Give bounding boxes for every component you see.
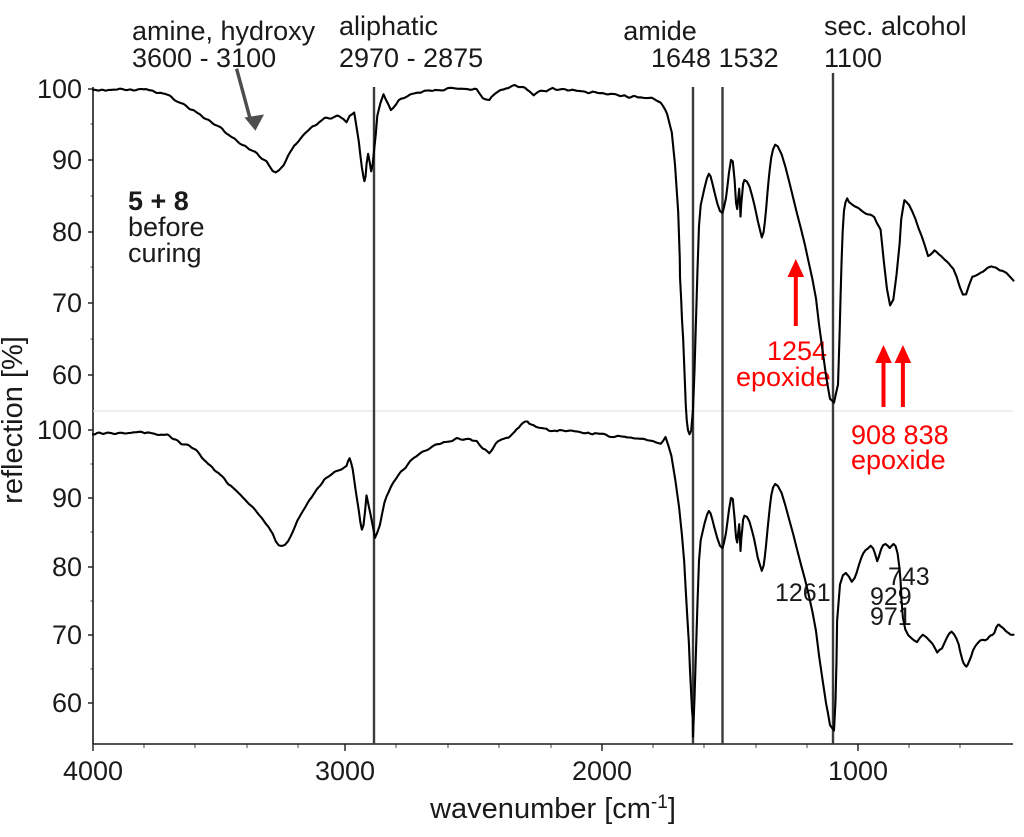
svg-text:epoxide: epoxide [736, 362, 831, 392]
svg-text:1648 1532: 1648 1532 [651, 43, 779, 73]
svg-text:60: 60 [52, 360, 82, 390]
svg-text:90: 90 [52, 145, 82, 175]
svg-text:1261: 1261 [775, 579, 831, 607]
svg-text:aliphatic: aliphatic [339, 11, 438, 41]
svg-text:1000: 1000 [828, 756, 888, 786]
svg-text:wavenumber [cm-1]: wavenumber [cm-1] [429, 792, 676, 826]
svg-text:70: 70 [52, 288, 82, 318]
svg-text:amine, hydroxy: amine, hydroxy [132, 16, 316, 46]
svg-text:epoxide: epoxide [851, 445, 946, 475]
svg-text:100: 100 [37, 74, 82, 104]
svg-text:80: 80 [52, 217, 82, 247]
svg-text:4000: 4000 [63, 756, 123, 786]
svg-text:sec. alcohol: sec. alcohol [824, 11, 967, 41]
svg-text:80: 80 [52, 552, 82, 582]
svg-text:70: 70 [52, 620, 82, 650]
svg-text:3600 - 3100: 3600 - 3100 [132, 43, 276, 73]
svg-text:curing: curing [128, 238, 202, 268]
svg-text:reflection [%]: reflection [%] [0, 336, 29, 504]
svg-text:1100: 1100 [824, 43, 882, 73]
svg-text:90: 90 [52, 483, 82, 513]
svg-text:amide: amide [623, 16, 697, 46]
svg-text:100: 100 [37, 415, 82, 445]
svg-text:60: 60 [52, 688, 82, 718]
svg-text:2000: 2000 [572, 756, 632, 786]
svg-text:3000: 3000 [315, 756, 375, 786]
svg-text:2970 - 2875: 2970 - 2875 [339, 43, 483, 73]
